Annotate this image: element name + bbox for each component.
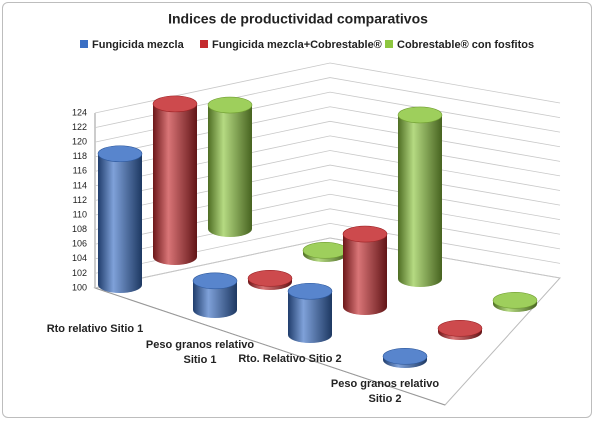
- legend-label: Fungicida mezcla+Cobrestable®: [212, 39, 382, 51]
- y-tick-label: 102: [72, 268, 87, 278]
- y-tick-label: 116: [73, 166, 87, 176]
- y-tick-label: 124: [72, 107, 87, 117]
- y-tick-label: 108: [72, 224, 87, 234]
- x-tick-label: Rto relativo Sitio 1: [46, 323, 144, 335]
- cylinder-top: [382, 348, 428, 365]
- y-tick-label: 118: [73, 151, 87, 161]
- grid-line: [94, 237, 561, 289]
- cylinder-top: [397, 106, 443, 124]
- cylinder-top: [342, 225, 388, 243]
- cylinder: [193, 280, 237, 318]
- legend-swatch: [80, 40, 88, 48]
- cylinder-top: [207, 96, 253, 114]
- cylinder-top: [247, 270, 293, 287]
- cylinder: [153, 103, 197, 265]
- cylinder-top: [437, 320, 483, 337]
- x-tick-label: Rto. Relativo Sitio 2: [238, 353, 342, 365]
- cylinder: [288, 291, 332, 343]
- y-tick-label: 106: [72, 239, 87, 249]
- cylinder-top: [192, 272, 238, 290]
- cylinder-top: [152, 95, 198, 113]
- chart-frame: [2, 2, 592, 418]
- y-tick-label: 110: [73, 209, 87, 219]
- legend-swatch: [200, 40, 208, 48]
- cylinder-top: [97, 145, 143, 163]
- cylinder: [98, 153, 142, 293]
- cylinder-top: [302, 242, 348, 259]
- cylinder-top: [492, 292, 538, 309]
- y-tick-label: 100: [72, 282, 87, 292]
- y-tick-label: 120: [72, 137, 87, 147]
- floor-front: [94, 287, 446, 406]
- legend-label: Cobrestable® con fosfitos: [397, 39, 534, 51]
- y-tick-label: 104: [72, 253, 87, 263]
- legend-swatch: [385, 40, 393, 48]
- cylinder: [343, 234, 387, 315]
- cylinder-top: [287, 282, 333, 300]
- y-tick-label: 114: [73, 180, 87, 190]
- chart-title: Indices de productividad comparativos: [168, 11, 428, 27]
- x-tick-label: Peso granos relativo Sitio 1: [145, 339, 255, 366]
- legend-label: Fungicida mezcla: [92, 39, 185, 51]
- y-tick-label: 122: [72, 122, 87, 132]
- y-tick-label: 112: [73, 195, 87, 205]
- x-tick-label: Peso granos relativo Sitio 2: [330, 378, 440, 405]
- cylinder: [208, 105, 252, 238]
- cylinder: [398, 114, 442, 287]
